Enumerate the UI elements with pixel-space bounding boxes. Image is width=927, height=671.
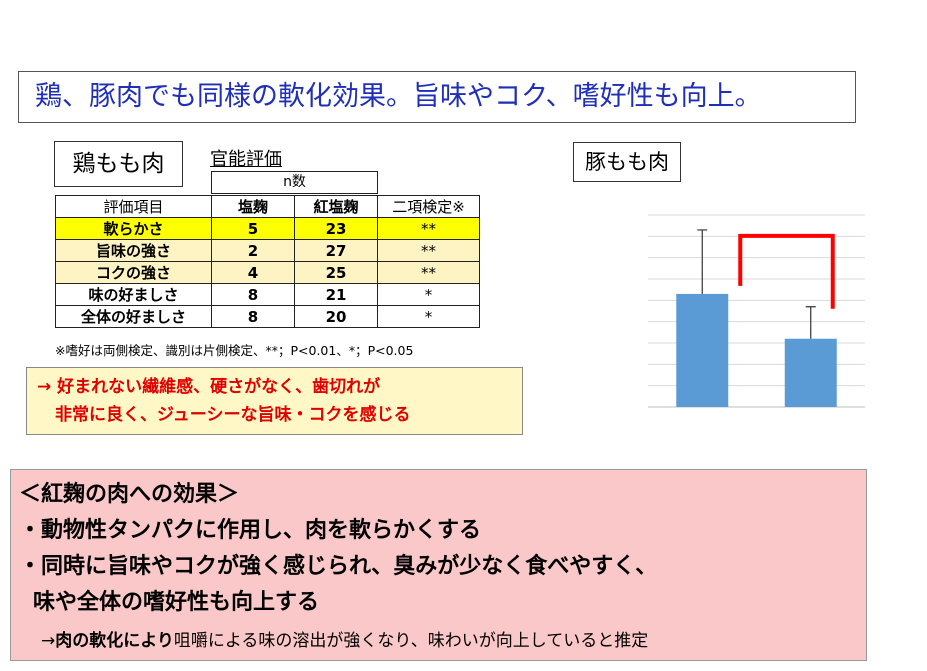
row-beni: 20 (294, 305, 378, 328)
table-row: コクの強さ 4 25 ** (55, 261, 480, 284)
table-row: 味の好ましさ 8 21 * (55, 283, 480, 306)
col-header-shio: 塩麹 (211, 195, 295, 218)
effects-bullet-2-cont: 味や全体の嗜好性も向上する (33, 590, 320, 615)
row-sig: ** (377, 261, 480, 284)
error-bar (697, 229, 708, 294)
col-header-beni: 紅塩麹 (294, 195, 378, 218)
table-row: 全体の好ましさ 8 20 * (55, 305, 480, 328)
conclusion-box: → 好まれない繊維感、硬さがなく、歯切れが 非常に良く、ジューシーな旨味・コクを… (26, 367, 523, 435)
pork-thigh-label: 豚もも肉 (573, 142, 681, 182)
row-sig: * (377, 283, 480, 306)
pork-bar-chart (648, 214, 865, 408)
effects-note-arrow: → (41, 631, 56, 651)
conclusion-line-1: → 好まれない繊維感、硬さがなく、歯切れが (37, 377, 381, 397)
row-shio: 4 (211, 261, 295, 284)
row-shio: 8 (211, 305, 295, 328)
chart-error-bars (697, 229, 816, 339)
table-row: 軟らかさ 5 23 ** (55, 217, 480, 240)
row-beni: 25 (294, 261, 378, 284)
row-beni: 27 (294, 239, 378, 262)
effects-bullet-1: ・動物性タンパクに作用し、肉を軟らかくする (19, 518, 482, 543)
table-row: 旨味の強さ 2 27 ** (55, 239, 480, 262)
row-beni: 23 (294, 217, 378, 240)
sensory-evaluation-title: 官能評価 (210, 149, 282, 170)
col-header-test: 二項検定※ (377, 195, 480, 218)
sensory-table: 評価項目 塩麹 紅塩麹 二項検定※ 軟らかさ 5 23 ** 旨味の強さ 2 2… (55, 195, 480, 328)
bar (676, 293, 729, 407)
row-item: 全体の好ましさ (55, 305, 212, 328)
row-item: コクの強さ (55, 261, 212, 284)
effects-note-rest: 咀嚼による味の溶出が強くなり、味わいが向上していると推定 (173, 631, 649, 651)
conclusion-line-2: 非常に良く、ジューシーな旨味・コクを感じる (55, 405, 411, 425)
chicken-thigh-label: 鶏もも肉 (54, 141, 183, 187)
chart-bars (676, 293, 837, 407)
error-bar (805, 306, 816, 339)
effects-title: ＜紅麹の肉への効果＞ (19, 482, 240, 507)
significance-bracket (738, 233, 835, 309)
bar (784, 338, 837, 407)
row-shio: 5 (211, 217, 295, 240)
row-beni: 21 (294, 283, 378, 306)
row-shio: 8 (211, 283, 295, 306)
headline: 鶏、豚肉でも同様の軟化効果。旨味やコク、嗜好性も向上。 (18, 71, 856, 123)
row-sig: ** (377, 239, 480, 262)
row-item: 軟らかさ (55, 217, 212, 240)
row-shio: 2 (211, 239, 295, 262)
row-sig: * (377, 305, 480, 328)
row-sig: ** (377, 217, 480, 240)
col-header-item: 評価項目 (55, 195, 212, 218)
effects-note: →肉の軟化により咀嚼による味の溶出が強くなり、味わいが向上していると推定 (19, 621, 866, 661)
n-count-header: n数 (211, 171, 378, 194)
effects-bullet-2: ・同時に旨味やコクが強く感じられ、臭みが少なく食べやすく、 (19, 554, 658, 579)
effects-note-bold: 肉の軟化により (55, 631, 174, 651)
effects-box: ＜紅麹の肉への効果＞ ・動物性タンパクに作用し、肉を軟らかくする ・同時に旨味や… (10, 469, 867, 661)
row-item: 味の好ましさ (55, 283, 212, 306)
row-item: 旨味の強さ (55, 239, 212, 262)
table-footnote: ※嗜好は両側検定、識別は片側検定、**；P<0.01、*；P<0.05 (55, 343, 414, 358)
